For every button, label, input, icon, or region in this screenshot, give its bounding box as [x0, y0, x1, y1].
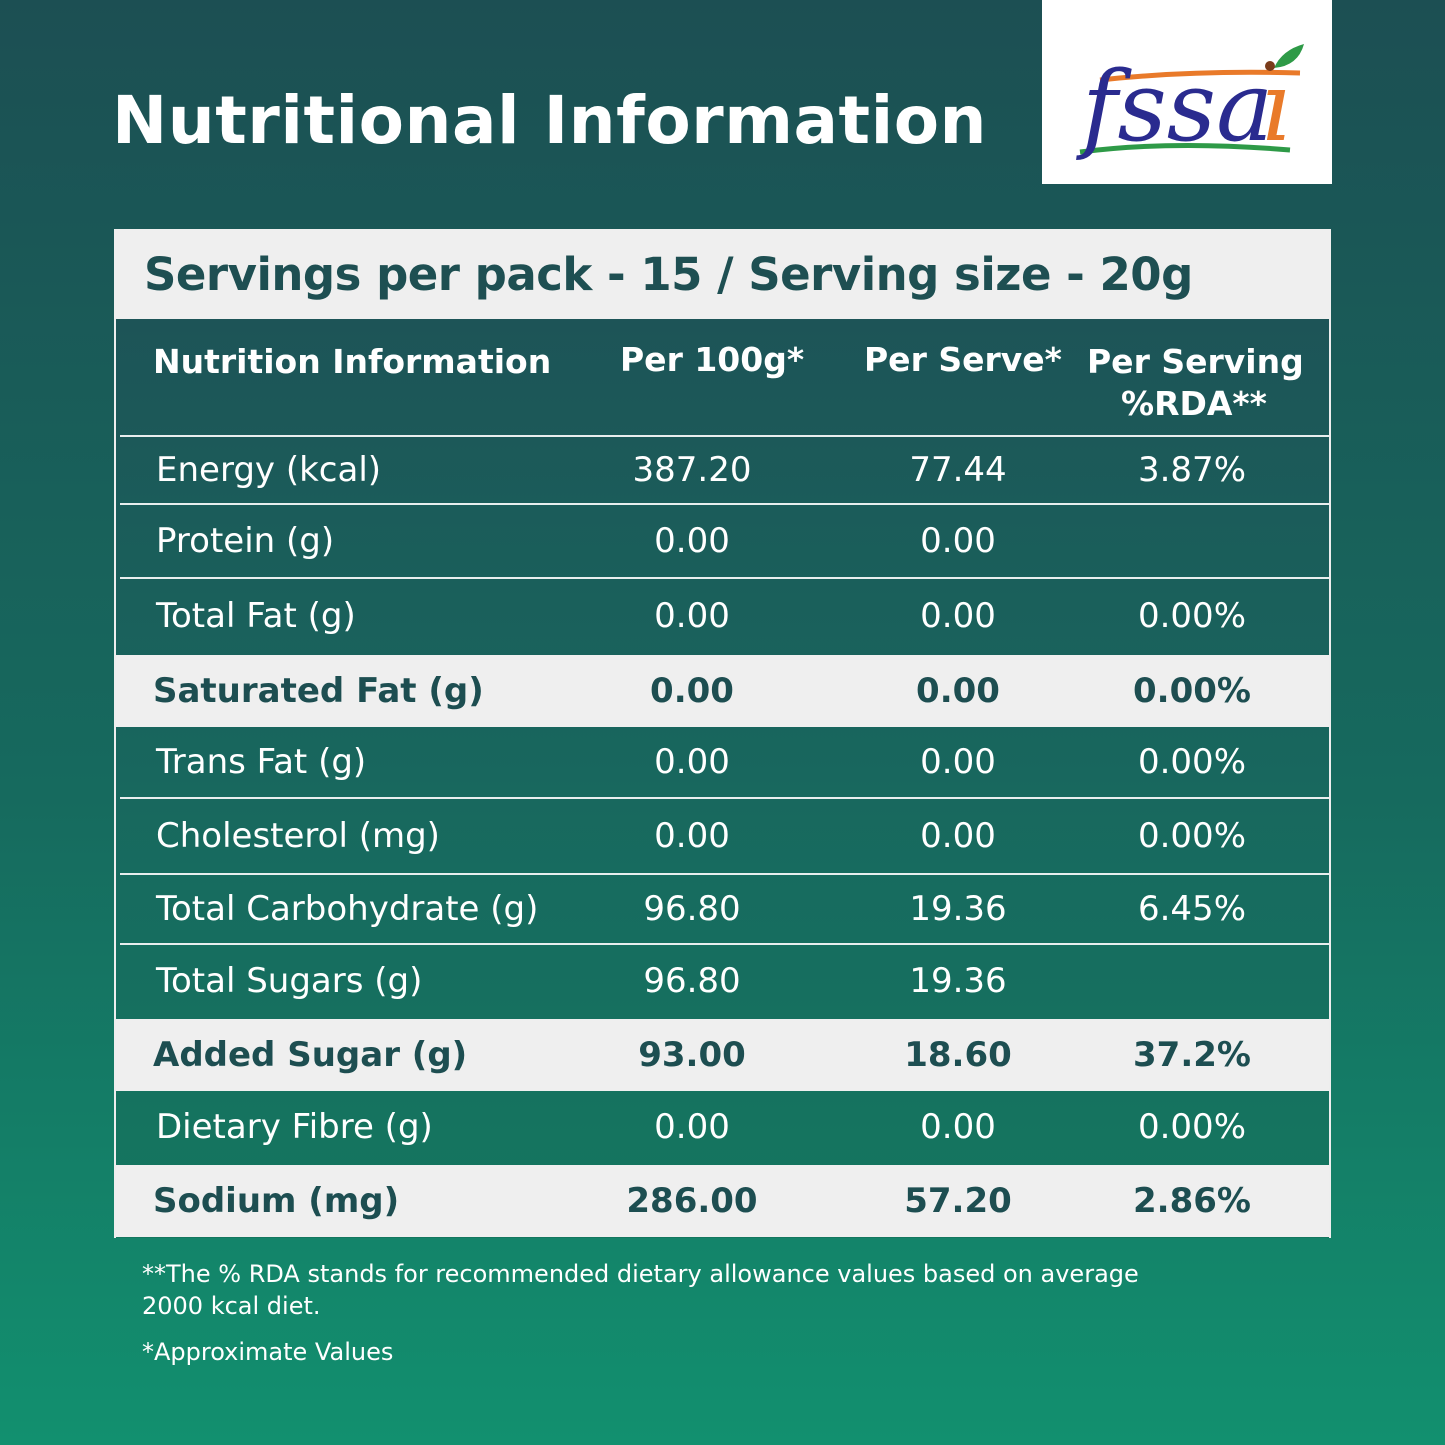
row-label: Energy (kcal)	[156, 450, 382, 490]
row-per-serve: 57.20	[904, 1181, 1012, 1221]
row-rda: 0.00%	[1137, 742, 1246, 782]
header-nutrition: Nutrition Information	[153, 342, 552, 381]
row-per-100g: 0.00	[654, 742, 730, 782]
table-row: Energy (kcal) 387.20 77.44 3.87%	[116, 437, 1329, 503]
row-rda: 0.00%	[1137, 596, 1246, 636]
row-per-serve: 0.00	[920, 596, 996, 636]
row-per-serve: 0.00	[916, 671, 1000, 711]
nutrition-panel: Servings per pack - 15 / Serving size - …	[114, 229, 1331, 1238]
row-per-100g: 0.00	[654, 596, 730, 636]
row-per-100g: 96.80	[643, 961, 741, 1001]
row-per-100g: 0.00	[654, 1107, 730, 1147]
row-label: Dietary Fibre (g)	[156, 1107, 433, 1147]
table-header: Nutrition Information Per 100g* Per Serv…	[116, 319, 1329, 435]
divider	[120, 503, 1329, 505]
logo-text: fssa	[1076, 51, 1273, 163]
divider	[120, 873, 1329, 875]
row-label: Protein (g)	[156, 521, 335, 561]
row-rda: 0.00%	[1137, 816, 1246, 856]
rda-footnote: **The % RDA stands for recommended dieta…	[142, 1258, 1139, 1322]
serving-info: Servings per pack - 15 / Serving size - …	[114, 229, 1331, 319]
header-per-100g: Per 100g*	[620, 340, 805, 379]
row-label: Sodium (mg)	[153, 1181, 400, 1221]
table-row: Cholesterol (mg) 0.00 0.00 0.00%	[116, 799, 1329, 873]
row-rda: 37.2%	[1133, 1035, 1251, 1075]
row-label: Saturated Fat (g)	[153, 671, 484, 711]
divider	[120, 435, 1329, 437]
row-rda: 2.86%	[1133, 1181, 1251, 1221]
row-per-serve: 19.36	[909, 961, 1007, 1001]
row-label: Added Sugar (g)	[153, 1035, 468, 1075]
divider	[120, 943, 1329, 945]
fssai-logo: fssa ı	[1042, 0, 1332, 184]
header-rda: %RDA**	[1121, 384, 1267, 423]
row-rda: 0.00%	[1137, 1107, 1246, 1147]
table-row: Dietary Fibre (g) 0.00 0.00 0.00%	[116, 1091, 1329, 1163]
table-row: Sodium (mg) 286.00 57.20 2.86%	[116, 1165, 1329, 1237]
row-per-serve: 0.00	[920, 742, 996, 782]
row-per-100g: 96.80	[643, 889, 741, 929]
page-title: Nutritional Information	[112, 82, 988, 159]
row-per-100g: 387.20	[632, 450, 752, 490]
row-label: Total Sugars (g)	[156, 961, 423, 1001]
row-per-100g: 286.00	[626, 1181, 758, 1221]
row-per-serve: 19.36	[909, 889, 1007, 929]
rda-footnote-line1: **The % RDA stands for recommended dieta…	[142, 1260, 1139, 1288]
row-per-100g: 0.00	[654, 816, 730, 856]
rda-footnote-line2: 2000 kcal diet.	[142, 1292, 321, 1320]
table-row: Added Sugar (g) 93.00 18.60 37.2%	[116, 1019, 1329, 1091]
row-label: Cholesterol (mg)	[156, 816, 440, 856]
row-per-serve: 0.00	[920, 1107, 996, 1147]
table-row: Saturated Fat (g) 0.00 0.00 0.00%	[116, 655, 1329, 727]
row-per-100g: 93.00	[638, 1035, 746, 1075]
table-row: Protein (g) 0.00 0.00	[116, 505, 1329, 577]
svg-text:ı: ı	[1260, 51, 1291, 163]
approx-footnote: *Approximate Values	[142, 1338, 394, 1366]
header-per-serving: Per Serving	[1087, 342, 1304, 381]
table-row: Total Carbohydrate (g) 96.80 19.36 6.45%	[116, 875, 1329, 943]
row-per-100g: 0.00	[650, 671, 734, 711]
divider	[120, 797, 1329, 799]
row-label: Total Carbohydrate (g)	[156, 889, 539, 929]
row-rda: 6.45%	[1137, 889, 1246, 929]
row-per-serve: 0.00	[920, 816, 996, 856]
row-per-serve: 18.60	[904, 1035, 1012, 1075]
fssai-logo-icon: fssa ı	[1076, 44, 1304, 163]
row-label: Total Fat (g)	[156, 596, 356, 636]
row-rda: 3.87%	[1137, 450, 1246, 490]
table-row: Total Sugars (g) 96.80 19.36	[116, 945, 1329, 1017]
table-row: Total Fat (g) 0.00 0.00 0.00%	[116, 579, 1329, 653]
row-per-100g: 0.00	[654, 521, 730, 561]
row-rda: 0.00%	[1133, 671, 1251, 711]
table-row: Trans Fat (g) 0.00 0.00 0.00%	[116, 727, 1329, 797]
divider	[120, 577, 1329, 579]
row-label: Trans Fat (g)	[156, 742, 367, 782]
header-per-serve: Per Serve*	[864, 340, 1062, 379]
row-per-serve: 77.44	[909, 450, 1007, 490]
row-per-serve: 0.00	[920, 521, 996, 561]
